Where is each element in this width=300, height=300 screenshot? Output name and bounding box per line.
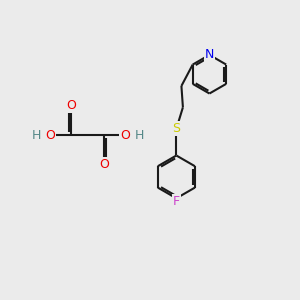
Text: H: H xyxy=(134,129,144,142)
Text: S: S xyxy=(172,122,180,135)
Text: O: O xyxy=(120,129,130,142)
Text: O: O xyxy=(45,129,55,142)
Text: H: H xyxy=(32,129,41,142)
Text: N: N xyxy=(205,48,214,61)
Text: F: F xyxy=(173,195,180,208)
Text: O: O xyxy=(99,158,109,171)
Text: O: O xyxy=(66,99,76,112)
